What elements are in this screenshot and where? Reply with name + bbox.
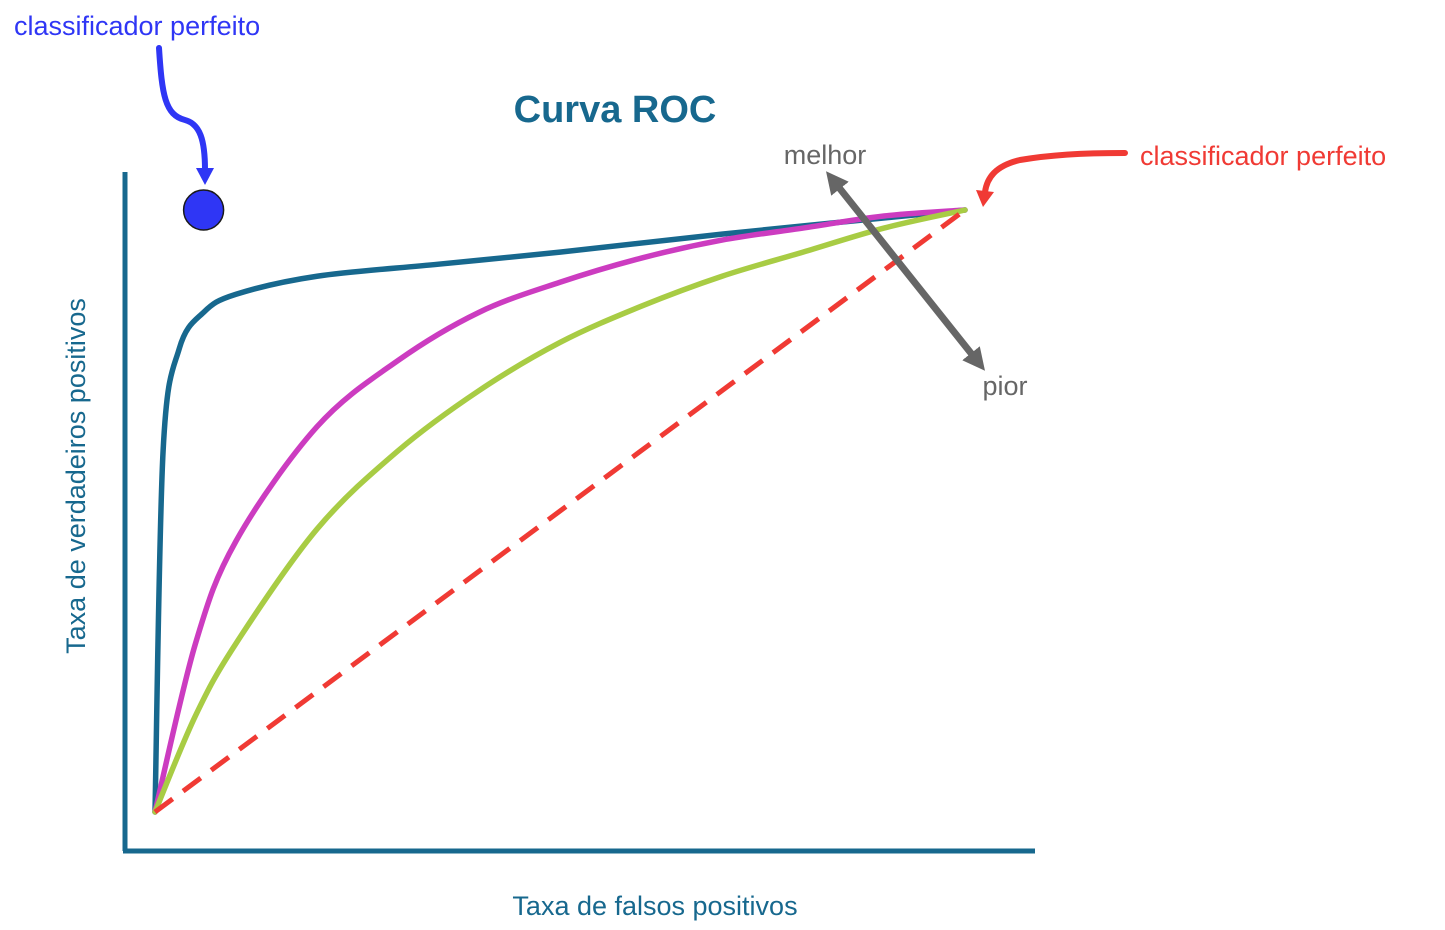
- worse-label: pior: [982, 371, 1027, 401]
- perfect-classifier-point: [182, 189, 225, 231]
- roc-curve-2: [152, 207, 968, 815]
- random-classifier-line: [153, 207, 967, 815]
- x-axis-label: Taxa de falsos positivos: [512, 891, 797, 921]
- better-worse-arrow: [826, 171, 985, 371]
- blue-arrowhead: [196, 168, 214, 185]
- roc-curve-1: [152, 207, 968, 815]
- y-axis-label: Taxa de verdadeiros positivos: [61, 298, 91, 654]
- roc-curve-3: [152, 207, 968, 815]
- better-label: melhor: [784, 140, 867, 170]
- blue-pointer-arrow: [156, 45, 208, 173]
- perfect-classifier-label-right: classificador perfeito: [1140, 141, 1386, 171]
- red-arrowhead: [976, 190, 994, 207]
- chart-title: Curva ROC: [514, 89, 717, 131]
- perfect-classifier-label-left: classificador perfeito: [14, 11, 260, 41]
- red-pointer-arrow: [982, 150, 1128, 195]
- series-layer: [152, 207, 968, 815]
